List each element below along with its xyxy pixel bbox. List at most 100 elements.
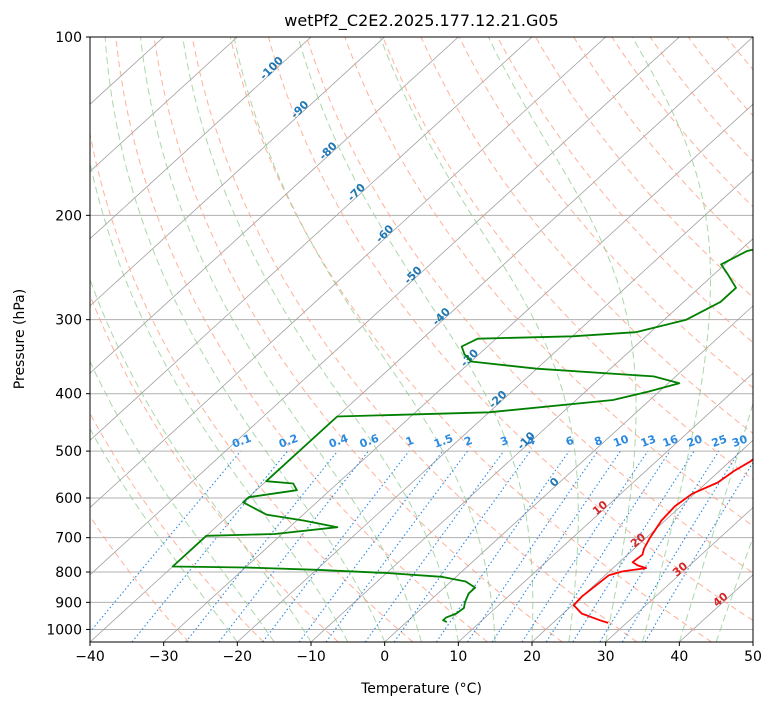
dry-adiabat-line <box>649 37 753 163</box>
chart-title: wetPf2_C2E2.2025.177.12.21.G05 <box>284 11 558 31</box>
moist-adiabat-line <box>90 278 312 642</box>
mixing-ratio-label: 3 <box>499 434 511 449</box>
mixing-ratio-label: 0.2 <box>277 432 300 451</box>
temperature-profile-line <box>572 457 753 624</box>
isotherm-label: -100 <box>257 54 286 83</box>
x-tick-label: 0 <box>380 649 389 665</box>
dry-adiabat-line <box>535 37 753 298</box>
x-tick-label: −10 <box>296 649 326 665</box>
dry-adiabat-line <box>458 37 753 389</box>
dry-adiabat-line <box>765 37 775 642</box>
mixing-ratio-line <box>90 450 242 633</box>
mixing-ratio-line <box>545 450 671 642</box>
mixing-ratio-label: 1 <box>404 434 416 449</box>
moist-adiabat-line <box>90 427 238 642</box>
y-tick-label: 500 <box>55 444 82 460</box>
moist-adiabat-line <box>104 37 386 642</box>
mixing-ratio-line <box>262 450 410 642</box>
moist-adiabat-line <box>182 37 459 642</box>
isotherm-label: -90 <box>288 98 311 121</box>
y-tick-label: 100 <box>55 30 82 46</box>
isotherm-line <box>90 37 238 172</box>
mixing-ratio-line <box>621 450 740 642</box>
x-tick-label: −20 <box>223 649 253 665</box>
mixing-ratio-label: 0.1 <box>230 432 253 451</box>
x-tick-label: 30 <box>597 649 615 665</box>
dry-adiabat-line <box>496 37 753 344</box>
moist-adiabat-line <box>90 360 275 642</box>
dry-adiabat-line <box>229 37 712 642</box>
y-axis-label: Pressure (hPa) <box>12 289 28 389</box>
mixing-ratio-label: 4 <box>525 434 537 449</box>
x-tick-label: 40 <box>670 649 688 665</box>
moist-adiabat-line <box>297 37 534 642</box>
isotherm-label: -70 <box>345 181 368 204</box>
isotherm-line <box>90 37 312 240</box>
isotherm-line <box>90 37 385 307</box>
isotherm-line <box>90 37 606 509</box>
y-tick-label: 900 <box>55 595 82 611</box>
mixing-ratio-line <box>131 450 289 642</box>
dry-adiabat-line <box>90 412 264 642</box>
dry-adiabat-line <box>344 37 753 527</box>
moist-adiabat-line <box>678 401 753 642</box>
isotherm-label: -50 <box>401 263 424 286</box>
isotherm-line <box>605 507 753 642</box>
mixing-ratio-label: 6 <box>564 434 576 449</box>
moist-adiabat-line <box>631 37 711 642</box>
isotherm-line <box>384 305 753 642</box>
y-tick-label: 800 <box>55 565 82 581</box>
x-tick-label: −40 <box>75 649 105 665</box>
dry-adiabat-line <box>687 37 753 117</box>
dry-adiabat-line <box>90 131 414 642</box>
dry-adiabat-label: 40 <box>711 590 731 610</box>
mixing-ratio-label: 25 <box>710 433 729 450</box>
mixing-ratio-line <box>298 450 444 642</box>
dry-adiabat-line <box>268 37 753 622</box>
isotherm-line <box>752 641 753 642</box>
dry-adiabat-line <box>115 37 488 642</box>
isotherm-label: -20 <box>486 388 509 411</box>
y-tick-label: 400 <box>55 387 82 403</box>
x-tick-label: −30 <box>149 649 179 665</box>
mixing-ratio-line <box>599 450 720 642</box>
moist-adiabat-line <box>90 160 349 642</box>
mixing-ratio-line <box>467 450 599 642</box>
x-axis-label: Temperature (°C) <box>360 681 482 697</box>
mixing-ratio-line <box>364 450 505 642</box>
mixing-ratio-label: 0.4 <box>327 432 350 451</box>
isotherm-label: -30 <box>458 346 481 369</box>
moist-adiabat-line <box>715 535 753 642</box>
isotherm-label: -10 <box>515 429 538 452</box>
isotherm-line <box>163 103 753 642</box>
dry-adiabat-label: 30 <box>670 559 690 579</box>
y-tick-label: 600 <box>55 491 82 507</box>
isotherm-line <box>90 37 680 576</box>
moist-adiabat-line <box>487 37 637 642</box>
mixing-ratio-label: 36 <box>751 432 770 450</box>
isotherm-line <box>531 439 753 642</box>
moist-adiabat-line <box>233 37 496 642</box>
dry-adiabat-line <box>153 37 563 642</box>
moist-adiabat-line <box>379 37 579 642</box>
isotherm-line <box>90 37 533 441</box>
dry-adiabat-line <box>726 37 753 71</box>
isotherm-label: -80 <box>317 139 340 162</box>
dry-adiabat-line <box>382 37 753 481</box>
mixing-ratio-label: 13 <box>639 433 658 450</box>
isotherm-line <box>458 372 753 642</box>
mixing-ratio-line <box>218 450 369 642</box>
mixing-ratio-label: 0.6 <box>358 432 381 451</box>
mixing-ratio-label: 20 <box>685 432 704 450</box>
mixing-ratio-line <box>572 450 695 642</box>
dry-adiabat-line <box>420 37 753 434</box>
mixing-ratio-label: 2 <box>462 434 474 449</box>
x-tick-label: 50 <box>744 649 762 665</box>
mixing-ratio-label: 8 <box>593 434 605 449</box>
dewpoint-profile-line <box>171 248 753 623</box>
isotherm-line <box>310 238 753 642</box>
x-tick-label: 10 <box>449 649 467 665</box>
dry-adiabat-label: 10 <box>590 498 610 518</box>
x-tick-label: 20 <box>523 649 541 665</box>
